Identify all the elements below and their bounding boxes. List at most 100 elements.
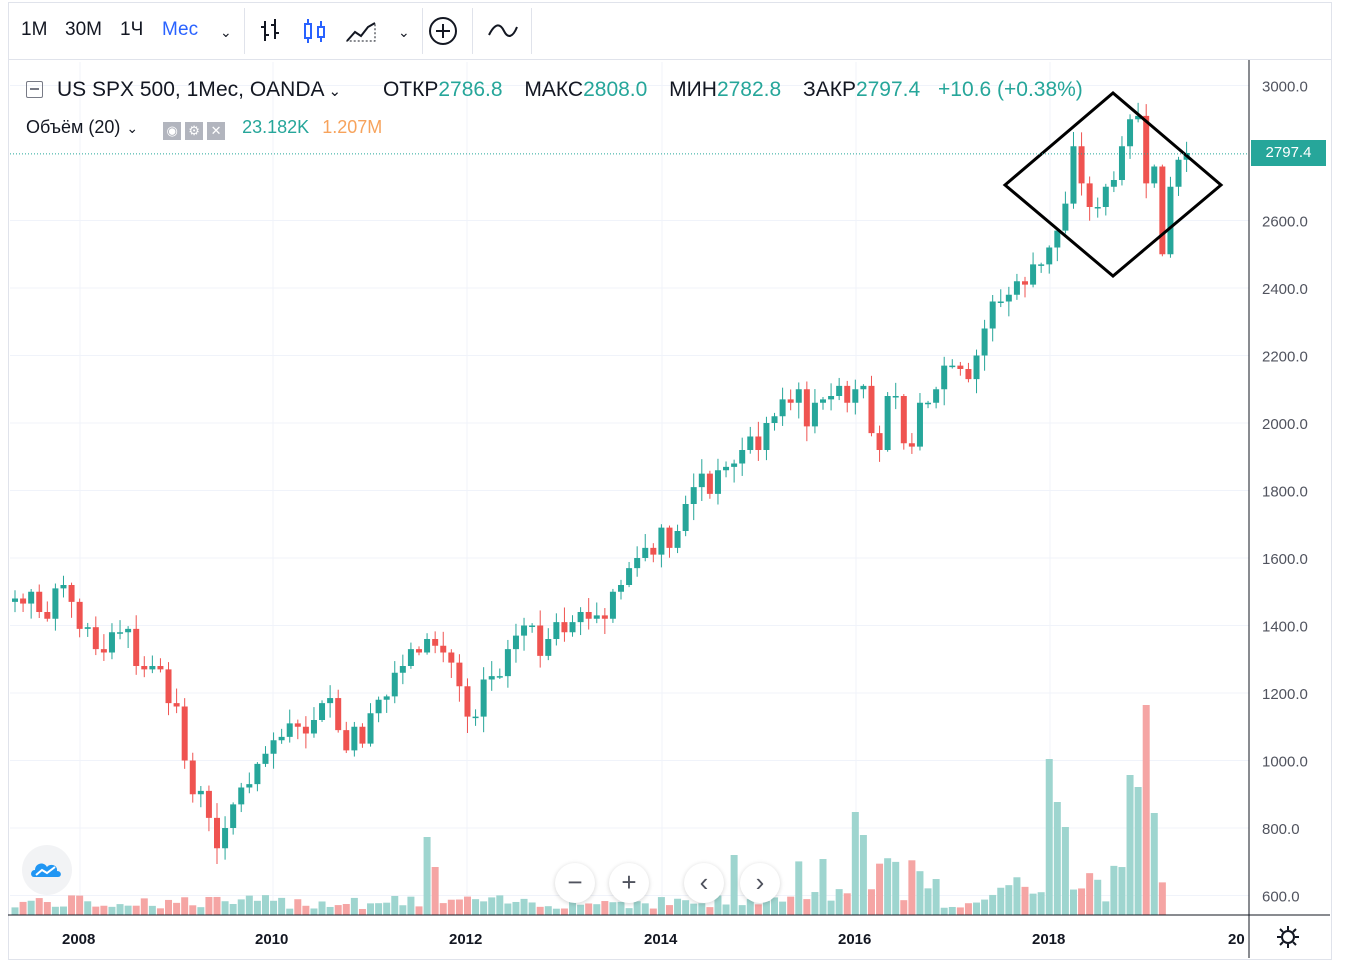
volume-bar bbox=[1086, 873, 1094, 915]
candle bbox=[92, 616, 99, 656]
interval-30m-button[interactable]: 30М bbox=[65, 19, 102, 40]
low-value: 2782.8 bbox=[716, 78, 782, 101]
candle bbox=[908, 433, 915, 454]
candle bbox=[1110, 171, 1117, 193]
chevron-down-icon[interactable]: ⌄ bbox=[398, 24, 410, 40]
candle-body bbox=[76, 601, 83, 629]
volume-bar bbox=[714, 895, 722, 915]
chevron-down-icon[interactable]: ⌄ bbox=[328, 83, 342, 100]
y-tick-label: 3000.0 bbox=[1262, 79, 1308, 96]
candle bbox=[52, 583, 59, 631]
candle-body bbox=[375, 699, 382, 714]
volume-bar bbox=[932, 879, 940, 915]
candles-icon[interactable] bbox=[298, 15, 332, 47]
candle bbox=[1175, 156, 1182, 196]
volume-bar bbox=[310, 908, 318, 915]
volume-bar bbox=[1029, 893, 1037, 915]
volume-bar bbox=[472, 899, 480, 915]
candle bbox=[181, 698, 188, 769]
volume-bar bbox=[140, 898, 148, 915]
candle bbox=[1159, 164, 1166, 257]
candle bbox=[302, 716, 309, 749]
volume-bar bbox=[1013, 877, 1021, 915]
candle bbox=[222, 816, 229, 860]
chevron-down-icon[interactable]: ⌄ bbox=[126, 120, 139, 136]
candle-body bbox=[416, 649, 422, 653]
close-icon[interactable]: ✕ bbox=[207, 122, 226, 140]
volume-bar bbox=[286, 908, 294, 915]
candle-body bbox=[585, 612, 592, 619]
scroll-left-button[interactable]: ‹ bbox=[684, 863, 724, 903]
volume-bar bbox=[997, 887, 1005, 915]
volume-bar bbox=[1158, 882, 1166, 915]
volume-bar bbox=[690, 903, 698, 915]
candle bbox=[900, 394, 907, 450]
candle-body bbox=[537, 625, 544, 656]
candle-body bbox=[731, 463, 738, 467]
collapse-legend-icon[interactable] bbox=[26, 81, 43, 98]
candle bbox=[20, 593, 27, 612]
candle-body bbox=[12, 598, 18, 602]
candle-body bbox=[820, 399, 826, 403]
volume-bar bbox=[229, 903, 237, 915]
chevron-down-icon[interactable]: ⌄ bbox=[220, 24, 232, 40]
candle bbox=[553, 613, 560, 646]
interval-1m-button[interactable]: 1М bbox=[21, 19, 48, 40]
high-value: 2808.0 bbox=[583, 78, 648, 101]
interval-1h-button[interactable]: 1Ч bbox=[120, 19, 144, 40]
volume-bar bbox=[1069, 889, 1077, 915]
area-chart-icon[interactable] bbox=[344, 15, 378, 47]
volume-bar bbox=[504, 903, 512, 915]
candle-body bbox=[222, 828, 229, 849]
volume-bar bbox=[213, 896, 221, 915]
volume-bar bbox=[706, 907, 714, 915]
toolbar-divider bbox=[472, 8, 473, 54]
tradingview-logo[interactable] bbox=[22, 845, 72, 895]
volume-bar bbox=[116, 904, 124, 915]
volume-bar bbox=[59, 906, 67, 915]
candle-body bbox=[609, 591, 616, 619]
interval-month-button[interactable]: Мес bbox=[162, 19, 199, 40]
volume-label[interactable]: Объём (20) bbox=[26, 117, 121, 137]
volume-bar bbox=[981, 899, 989, 915]
candle bbox=[286, 709, 293, 743]
candle bbox=[739, 437, 746, 476]
gear-icon[interactable]: ⚙ bbox=[185, 122, 204, 140]
candle-body bbox=[803, 389, 810, 427]
x-tick-label: 2014 bbox=[644, 931, 678, 948]
candle bbox=[1078, 132, 1085, 196]
volume-bar bbox=[641, 903, 649, 915]
symbol-name[interactable]: US SPX 500, 1Мес, OANDA bbox=[57, 78, 325, 101]
volume-bar bbox=[19, 901, 27, 915]
volume-bar bbox=[528, 902, 536, 915]
candle bbox=[76, 598, 83, 638]
volume-bar bbox=[488, 897, 496, 915]
add-indicator-icon[interactable] bbox=[426, 15, 460, 47]
candle-body bbox=[28, 591, 35, 604]
candle bbox=[197, 785, 204, 808]
candle bbox=[1022, 276, 1028, 298]
candle-body bbox=[1030, 264, 1037, 285]
candle bbox=[319, 700, 326, 723]
x-tick-label: 2016 bbox=[838, 931, 871, 948]
volume-bar bbox=[657, 897, 665, 915]
y-tick-label: 2600.0 bbox=[1262, 214, 1308, 231]
volume-bar bbox=[956, 907, 964, 915]
zoom-in-button[interactable]: + bbox=[609, 863, 649, 903]
candle bbox=[375, 696, 382, 723]
candle bbox=[133, 615, 140, 675]
eye-icon[interactable]: ◉ bbox=[163, 122, 182, 140]
settings-icon[interactable] bbox=[1275, 924, 1301, 950]
volume-bar bbox=[294, 899, 302, 915]
candle-body bbox=[286, 723, 293, 737]
volume-bar bbox=[1102, 901, 1110, 915]
candle bbox=[916, 393, 923, 451]
change-value: +10.6 (+0.38%) bbox=[938, 78, 1083, 101]
volume-bar bbox=[391, 895, 399, 915]
bar-style-icon[interactable] bbox=[253, 15, 287, 47]
scroll-right-button[interactable]: › bbox=[740, 863, 780, 903]
compare-icon[interactable] bbox=[486, 15, 520, 47]
zoom-out-button[interactable]: − bbox=[555, 863, 595, 903]
candle-body bbox=[989, 301, 996, 329]
